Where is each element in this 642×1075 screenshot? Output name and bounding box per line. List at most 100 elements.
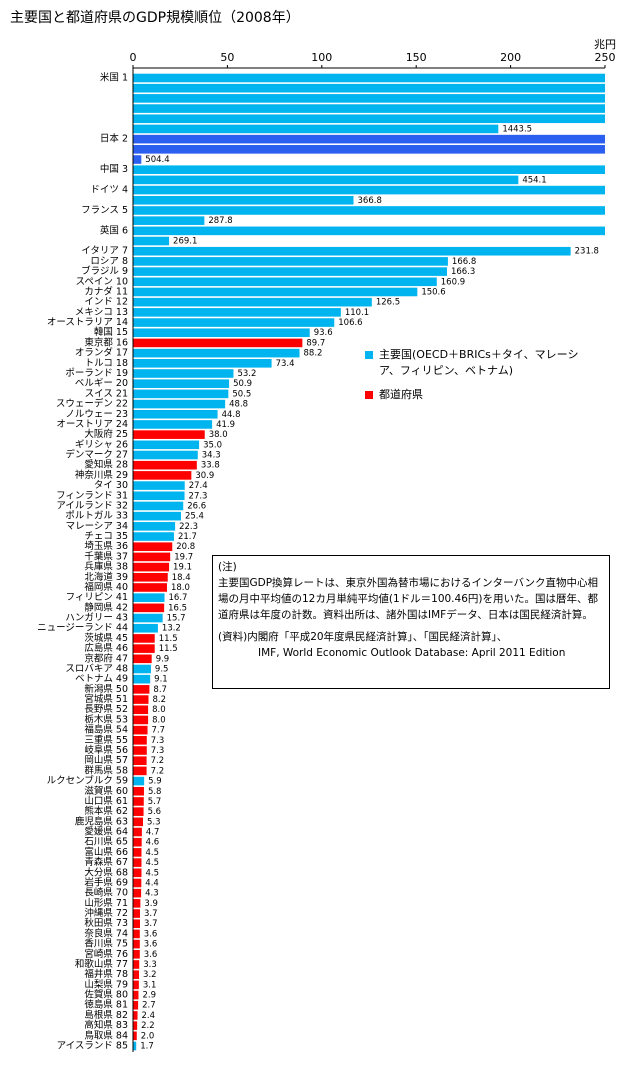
value-label: 9.1 bbox=[154, 675, 168, 685]
y-tick-label: オーストラリア 14 bbox=[47, 317, 128, 328]
x-tick-label: 150 bbox=[406, 51, 427, 64]
bar bbox=[133, 990, 139, 1000]
value-label: 16.7 bbox=[169, 593, 188, 603]
value-label: 5.6 bbox=[148, 807, 162, 817]
value-label: 4.5 bbox=[145, 848, 159, 858]
value-label: 35.0 bbox=[203, 440, 222, 450]
bar bbox=[133, 379, 230, 388]
value-label: 3.1 bbox=[143, 980, 157, 990]
value-label: 126.5 bbox=[376, 298, 400, 308]
y-tick-label: ニュージーランド 44 bbox=[37, 623, 128, 634]
value-label: 15.7 bbox=[167, 614, 186, 624]
bar bbox=[133, 338, 303, 348]
value-label: 16.5 bbox=[168, 603, 187, 613]
bar bbox=[133, 124, 499, 134]
y-tick-label: 日本 2 bbox=[100, 133, 128, 145]
value-label: 7.2 bbox=[151, 756, 165, 766]
y-tick-label: 香川県 75 bbox=[84, 939, 128, 950]
bar bbox=[133, 195, 354, 205]
value-label: 18.4 bbox=[172, 573, 191, 583]
value-label: 11.5 bbox=[159, 644, 178, 654]
value-label: 9.9 bbox=[156, 654, 170, 664]
value-label: 19.7 bbox=[174, 552, 193, 562]
y-tick-label: 岐阜県 56 bbox=[84, 744, 128, 756]
bar bbox=[133, 1000, 139, 1010]
bar bbox=[133, 318, 335, 327]
y-tick-label: オランダ 17 bbox=[75, 347, 128, 359]
bar bbox=[133, 542, 173, 552]
bar bbox=[133, 257, 448, 266]
y-tick-label: 宮崎県 76 bbox=[84, 948, 128, 960]
value-label: 5.8 bbox=[148, 787, 162, 797]
bar bbox=[133, 440, 200, 450]
value-label: 5.9 bbox=[148, 777, 162, 787]
bar bbox=[133, 756, 147, 765]
y-tick-label: 広島県 46 bbox=[84, 642, 128, 654]
note-box: (注) 主要国GDP換算レートは、東京外国為替市場におけるインターバンク直物中心… bbox=[212, 555, 610, 689]
y-tick-label: デンマーク 27 bbox=[65, 449, 128, 461]
value-label: 19.1 bbox=[173, 563, 192, 573]
y-tick-label: トルコ 18 bbox=[85, 358, 128, 369]
y-tick-label: 福岡県 40 bbox=[84, 581, 128, 593]
y-tick-label: ベルギー 20 bbox=[75, 378, 128, 389]
legend-label: 主要国(OECD＋BRICs＋タイ、マレーシア、フィリピン、ベトナム) bbox=[379, 348, 579, 377]
note-title: (注) bbox=[218, 561, 237, 573]
value-label: 4.6 bbox=[146, 838, 160, 848]
bar bbox=[133, 919, 140, 929]
bar bbox=[133, 899, 141, 908]
y-tick-label: 韓国 15 bbox=[94, 327, 128, 338]
y-tick-label: 愛知県 28 bbox=[84, 459, 128, 471]
bar bbox=[133, 664, 151, 674]
y-tick-label: 群馬県 58 bbox=[84, 764, 128, 776]
bar bbox=[133, 644, 155, 653]
bar bbox=[133, 308, 341, 317]
value-label: 8.7 bbox=[153, 685, 167, 695]
value-label: 4.3 bbox=[145, 889, 159, 899]
value-label: 2.4 bbox=[142, 1011, 156, 1021]
y-tick-label: 北海道 39 bbox=[84, 571, 128, 583]
value-label: 454.1 bbox=[522, 175, 546, 185]
value-label: 73.4 bbox=[276, 359, 295, 369]
value-label: 4.4 bbox=[145, 878, 159, 888]
value-label: 41.9 bbox=[216, 420, 235, 430]
bar bbox=[133, 1011, 138, 1020]
bar bbox=[133, 145, 605, 154]
x-tick-label: 0 bbox=[130, 51, 137, 64]
value-label: 50.5 bbox=[232, 389, 251, 399]
y-tick-label: 熊本県 62 bbox=[84, 805, 128, 817]
y-tick-label: フィリピン 41 bbox=[66, 592, 128, 603]
y-tick-label: 沖縄県 72 bbox=[84, 907, 128, 919]
value-label: 1443.5 bbox=[502, 124, 532, 134]
value-label: 3.7 bbox=[144, 919, 158, 929]
bar bbox=[133, 725, 148, 735]
value-label: 20.8 bbox=[176, 542, 195, 552]
value-label: 166.3 bbox=[451, 267, 475, 277]
value-label: 106.6 bbox=[338, 318, 362, 328]
value-label: 38.0 bbox=[209, 430, 228, 440]
y-tick-label: 京都府 47 bbox=[84, 652, 128, 664]
bar bbox=[133, 980, 139, 990]
y-tick-label: 徳島県 81 bbox=[84, 999, 128, 1011]
bar bbox=[133, 848, 142, 857]
y-tick-label: 滋賀県 60 bbox=[84, 785, 128, 797]
value-label: 34.3 bbox=[202, 451, 221, 461]
bar bbox=[133, 226, 605, 236]
bar bbox=[133, 909, 140, 918]
y-tick-label: ポルトガル 33 bbox=[65, 511, 128, 522]
bar bbox=[133, 868, 142, 878]
bar bbox=[133, 786, 144, 796]
bar bbox=[133, 715, 149, 725]
bar bbox=[133, 522, 176, 531]
bar bbox=[133, 817, 144, 827]
note-source: IMF, World Economic Outlook Database: Ap… bbox=[258, 647, 566, 659]
value-label: 150.6 bbox=[421, 287, 445, 297]
value-label: 2.7 bbox=[142, 1001, 156, 1011]
bar bbox=[133, 695, 149, 704]
bar bbox=[133, 960, 140, 969]
y-tick-label: タイ 30 bbox=[94, 480, 128, 491]
chart-title: 主要国と都道府県のGDP規模順位（2008年） bbox=[10, 10, 300, 26]
value-label: 89.7 bbox=[306, 338, 325, 348]
bar bbox=[133, 858, 142, 867]
bar bbox=[133, 328, 310, 338]
bar bbox=[133, 206, 605, 215]
